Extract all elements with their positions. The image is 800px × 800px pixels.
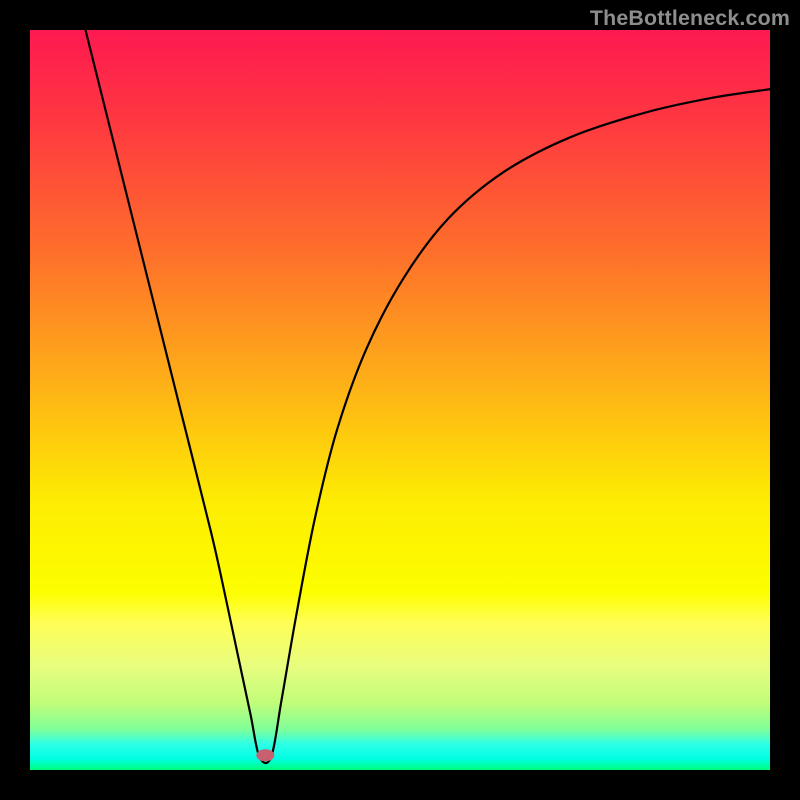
frame-bottom bbox=[0, 770, 800, 800]
bottleneck-chart bbox=[30, 30, 770, 770]
watermark-text: TheBottleneck.com bbox=[590, 6, 790, 31]
valley-marker bbox=[256, 749, 274, 761]
frame-left bbox=[0, 0, 30, 800]
frame-right bbox=[770, 0, 800, 800]
gradient-background bbox=[30, 30, 770, 770]
